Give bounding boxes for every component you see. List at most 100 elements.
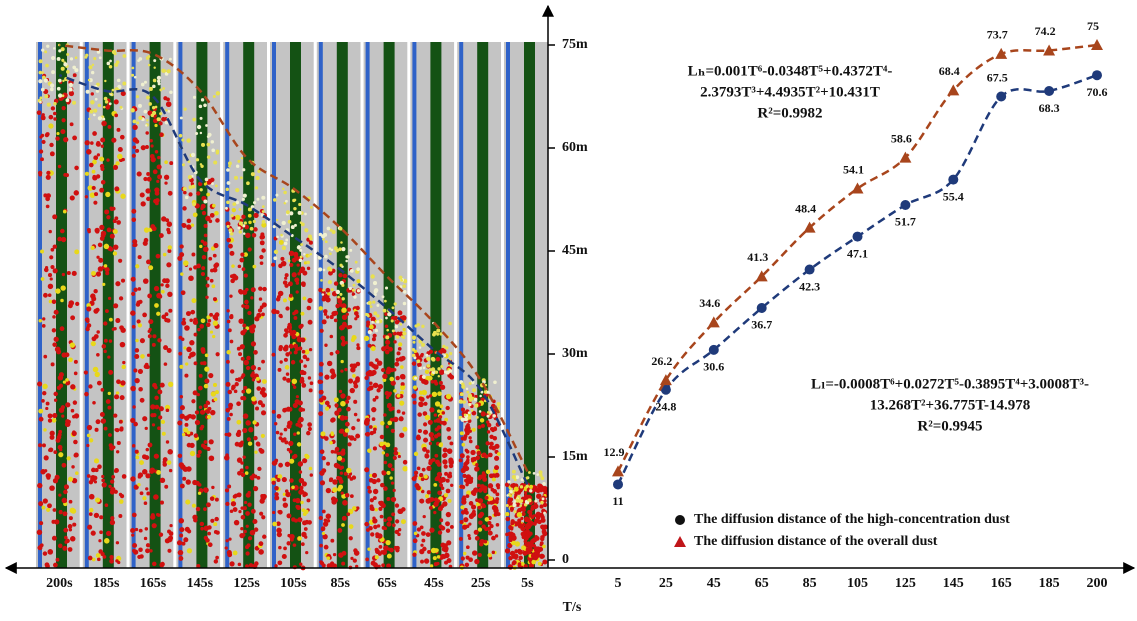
particle — [67, 271, 71, 275]
particle — [109, 559, 114, 564]
particle — [97, 153, 100, 156]
particle — [243, 413, 248, 418]
simulation-panels: 200s185s165s145s125s105s85s65s45s25s5s — [36, 42, 551, 591]
particle — [99, 530, 103, 534]
particle — [117, 154, 123, 160]
particle — [340, 241, 343, 244]
particle — [414, 532, 418, 536]
particle — [138, 255, 142, 259]
particle — [242, 267, 246, 271]
particle — [192, 515, 197, 520]
panel-label: 165s — [140, 576, 167, 591]
particle — [352, 506, 357, 511]
particle — [241, 304, 245, 308]
particle — [381, 563, 385, 567]
particle — [398, 455, 401, 458]
particle — [540, 541, 544, 545]
particle — [328, 280, 332, 284]
particle — [186, 466, 192, 472]
particle — [368, 301, 372, 305]
particle — [297, 517, 302, 522]
particle — [298, 203, 301, 206]
particle — [465, 449, 468, 452]
particle — [299, 563, 302, 566]
particle — [251, 287, 256, 292]
particle — [487, 415, 490, 418]
particle — [369, 325, 374, 330]
particle — [37, 530, 42, 535]
particle — [88, 65, 92, 69]
particle — [425, 354, 428, 357]
panel-label: 45s — [424, 576, 444, 591]
particle — [448, 457, 453, 462]
particle — [59, 384, 63, 388]
particle — [471, 409, 474, 412]
particle — [322, 510, 326, 514]
particle — [133, 368, 137, 372]
particle — [191, 253, 195, 257]
particle — [461, 556, 465, 560]
particle — [177, 256, 182, 261]
particle — [46, 175, 51, 180]
particle — [106, 531, 111, 536]
particle — [538, 562, 542, 566]
particle — [309, 348, 312, 351]
particle — [55, 288, 60, 293]
particle — [204, 224, 208, 228]
particle — [241, 473, 245, 477]
particle — [213, 522, 217, 526]
particle — [207, 415, 211, 419]
particle — [367, 448, 372, 453]
particle — [153, 169, 158, 174]
particle — [216, 352, 220, 356]
particle — [373, 427, 377, 431]
particle — [347, 308, 351, 312]
particle — [214, 211, 219, 216]
particle — [371, 508, 374, 511]
particle — [167, 449, 173, 455]
equation: R²=0.9982 — [757, 105, 822, 121]
particle — [322, 456, 326, 460]
particle — [245, 551, 249, 555]
particle — [50, 265, 54, 269]
particle — [130, 476, 135, 481]
particle — [293, 433, 296, 436]
particle — [469, 501, 474, 506]
particle — [508, 556, 512, 560]
particle — [200, 163, 202, 165]
particle — [429, 368, 432, 371]
particle — [364, 467, 369, 472]
particle — [412, 521, 417, 526]
particle — [186, 311, 191, 316]
particle — [437, 490, 442, 495]
data-point — [948, 175, 958, 185]
particle — [62, 498, 68, 504]
particle — [488, 483, 493, 488]
particle — [252, 233, 257, 238]
particle — [118, 514, 122, 518]
particle — [372, 473, 377, 478]
particle — [130, 528, 135, 533]
particle — [339, 264, 342, 267]
particle — [418, 402, 422, 406]
particle — [355, 376, 360, 381]
x-tick-label: 5 — [615, 576, 622, 591]
particle — [146, 119, 148, 121]
particle — [289, 478, 293, 482]
particle — [133, 422, 138, 427]
particle — [150, 467, 155, 472]
particle — [245, 511, 250, 516]
particle — [244, 300, 249, 305]
particle — [398, 509, 403, 514]
particle — [383, 486, 388, 491]
particle — [278, 463, 283, 468]
particle — [57, 435, 62, 440]
particle — [159, 132, 164, 137]
particle — [522, 535, 527, 540]
particle — [200, 188, 203, 191]
particle — [303, 364, 307, 368]
particle — [117, 556, 121, 560]
particle — [54, 310, 59, 315]
particle — [386, 329, 389, 332]
particle — [282, 554, 287, 559]
